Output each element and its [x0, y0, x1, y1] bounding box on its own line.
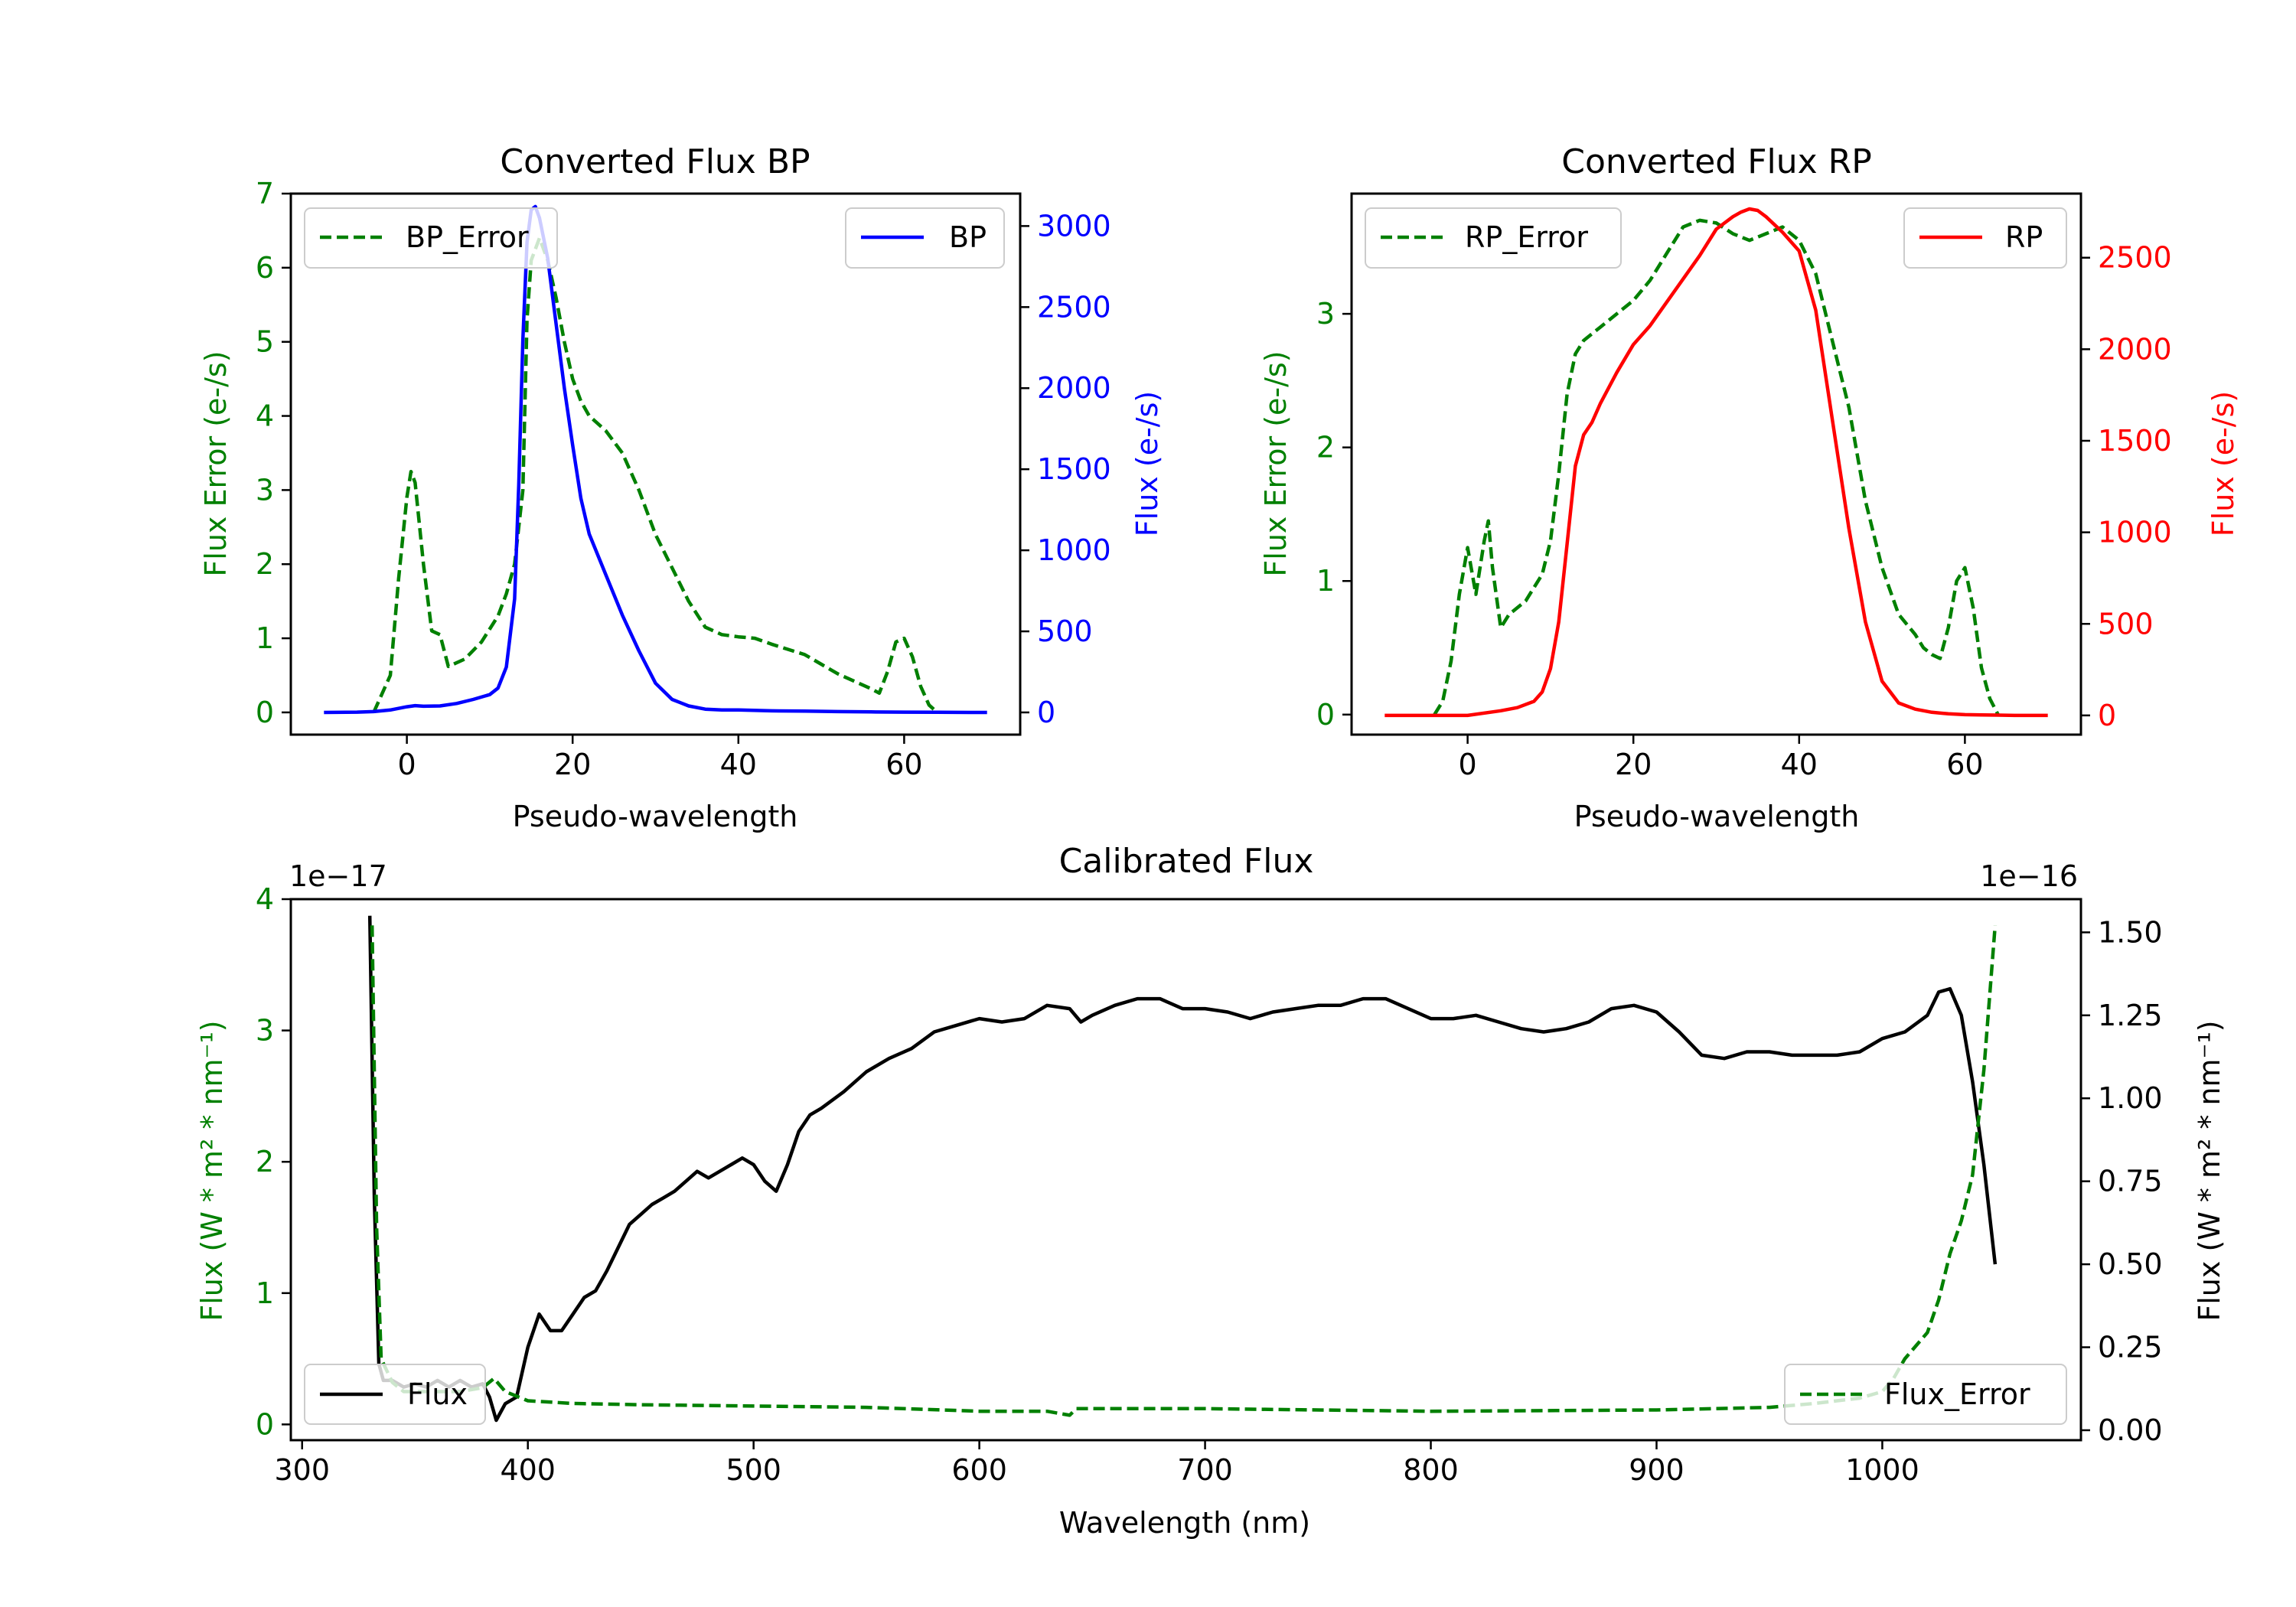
bp-axes-frame: [289, 192, 1022, 736]
rp-left-y-tick-label: 2: [1316, 431, 1335, 464]
cal-right-y-tick-label: 0.75: [2098, 1165, 2163, 1198]
rp-legend-right: RP: [1903, 207, 2067, 269]
bp-x-tick-label: 40: [720, 748, 757, 781]
bp-left-y-tick-label: 3: [256, 473, 274, 507]
cal-x-tick-label: 300: [274, 1453, 330, 1487]
bp-legend-right: BP: [845, 207, 1005, 269]
bp-right-y-label: Flux (e-/s): [1130, 391, 1164, 536]
cal-right-y-tick-label: 1.00: [2098, 1081, 2163, 1115]
bp-x-tick-label: 0: [398, 748, 416, 781]
cal-x-label: Wavelength (nm): [1059, 1506, 1310, 1540]
bp-x-label: Pseudo-wavelength: [513, 800, 798, 833]
rp-legend-left-label: RP_Error: [1465, 220, 1588, 254]
bp-title: Converted Flux BP: [500, 142, 810, 181]
cal-panel: Calibrated Flux 1e−17 1e−16 300 400 500 600…: [195, 842, 2226, 1540]
cal-legend-left: Flux: [304, 1364, 486, 1425]
cal-right-y-label: Flux (W * m² * nm⁻¹): [2193, 1020, 2226, 1321]
bp-legend-right-box: [845, 207, 1005, 269]
cal-legend-right: Flux_Error: [1784, 1364, 2067, 1425]
bp-left-y-tick-label: 0: [256, 696, 274, 729]
cal-right-offset-text: 1e−16: [1980, 859, 2078, 893]
bp-series-bp-error: [372, 236, 939, 714]
rp-series-rp: [1384, 207, 2048, 718]
cal-series-flux-error: [370, 925, 1998, 1417]
cal-series-flux: [367, 915, 1998, 1423]
rp-right-y-tick-label: 0: [2098, 699, 2116, 732]
cal-legend-left-label: Flux: [407, 1377, 468, 1411]
cal-left-y-label: Flux (W * m² * nm⁻¹): [195, 1020, 229, 1321]
bp-left-y-label: Flux Error (e-/s): [199, 350, 233, 576]
cal-right-y-tick-label: 1.25: [2098, 999, 2163, 1032]
rp-right-y-label: Flux (e-/s): [2206, 391, 2240, 536]
cal-left-y-tick-label: 3: [256, 1014, 274, 1048]
cal-x-tick-label: 1000: [1845, 1453, 1919, 1487]
cal-legend-right-box: [1784, 1364, 2067, 1425]
cal-axes-frame: [289, 898, 2082, 1442]
cal-x-tick-label: 400: [500, 1453, 556, 1487]
rp-axes-frame: [1350, 192, 2082, 736]
bp-x-tick-label: 60: [885, 748, 922, 781]
cal-legend-right-label: Flux_Error: [1884, 1377, 2030, 1411]
cal-right-y-tick-label: 0.25: [2098, 1331, 2163, 1364]
cal-left-y-tick-label: 1: [256, 1276, 274, 1310]
cal-right-y-tick-label: 0.50: [2098, 1247, 2163, 1281]
rp-x-tick-label: 20: [1615, 748, 1652, 781]
cal-x-tick-label: 800: [1403, 1453, 1459, 1487]
cal-left-y-tick-label: 0: [256, 1407, 274, 1441]
rp-x-tick-label: 0: [1459, 748, 1477, 781]
cal-title: Calibrated Flux: [1059, 842, 1314, 881]
bp-x-tick-label: 20: [554, 748, 591, 781]
bp-left-y-tick-label: 2: [256, 547, 274, 581]
bp-right-y-tick-label: 1000: [1037, 533, 1111, 567]
rp-left-y-tick-label: 3: [1316, 297, 1335, 331]
rp-right-y-tick-label: 1000: [2098, 516, 2172, 549]
rp-x-label: Pseudo-wavelength: [1574, 800, 1860, 833]
cal-x-tick-label: 500: [726, 1453, 781, 1487]
rp-panel: Converted Flux RP 0 20 40 60 0 1 2 3 0 500 1000 150…: [1259, 142, 2240, 833]
bp-left-y-tick-label: 4: [256, 399, 274, 433]
cal-x-tick-label: 600: [951, 1453, 1007, 1487]
bp-legend-right-label: BP: [949, 220, 987, 254]
rp-left-y-label: Flux Error (e-/s): [1259, 350, 1293, 576]
cal-x-tick-label: 700: [1177, 1453, 1233, 1487]
rp-x-tick-label: 60: [1946, 748, 1983, 781]
cal-right-y-tick-label: 0.00: [2098, 1413, 2163, 1447]
rp-right-y-tick-label: 1500: [2098, 424, 2172, 458]
bp-right-y-tick-label: 500: [1037, 614, 1093, 648]
bp-right-y-tick-label: 2000: [1037, 371, 1111, 405]
bp-left-y-tick-label: 5: [256, 325, 274, 359]
bp-left-y-tick-label: 1: [256, 621, 274, 655]
bp-right-y-tick-label: 0: [1037, 696, 1055, 729]
rp-left-y-tick-label: 0: [1316, 698, 1335, 732]
bp-left-y-tick-label: 6: [256, 251, 274, 285]
bp-series-bp: [324, 204, 987, 715]
cal-legend-left-box: [304, 1364, 486, 1425]
bp-legend-left-label: BP_Error: [406, 220, 529, 254]
rp-x-tick-label: 40: [1781, 748, 1818, 781]
rp-legend-left: RP_Error: [1365, 207, 1622, 269]
cal-left-y-tick-label: 4: [256, 882, 274, 916]
rp-right-y-tick-label: 2000: [2098, 332, 2172, 366]
cal-x-tick-label: 900: [1629, 1453, 1684, 1487]
rp-series-rp-error: [1433, 218, 2000, 715]
rp-right-y-tick-label: 500: [2098, 607, 2154, 641]
cal-left-y-tick-label: 2: [256, 1145, 274, 1178]
rp-legend-left-box: [1365, 207, 1622, 269]
cal-left-offset-text: 1e−17: [289, 859, 387, 893]
cal-right-y-tick-label: 1.50: [2098, 915, 2163, 949]
bp-right-y-tick-label: 3000: [1037, 209, 1111, 243]
bp-right-y-tick-label: 1500: [1037, 452, 1111, 486]
bp-right-y-tick-label: 2500: [1037, 290, 1111, 324]
rp-right-y-tick-label: 2500: [2098, 241, 2172, 275]
rp-legend-right-box: [1903, 207, 2067, 269]
rp-legend-right-label: RP: [2005, 220, 2043, 254]
bp-legend-left: BP_Error: [304, 207, 558, 269]
rp-title: Converted Flux RP: [1561, 142, 1872, 181]
bp-panel: Converted Flux BP 0 20 40 60 0 1 2 3 4 5 6 7 0 500 100…: [199, 142, 1164, 833]
bp-legend-left-box: [304, 207, 558, 269]
bp-left-y-tick-label: 7: [256, 177, 274, 210]
rp-left-y-tick-label: 1: [1316, 564, 1335, 598]
